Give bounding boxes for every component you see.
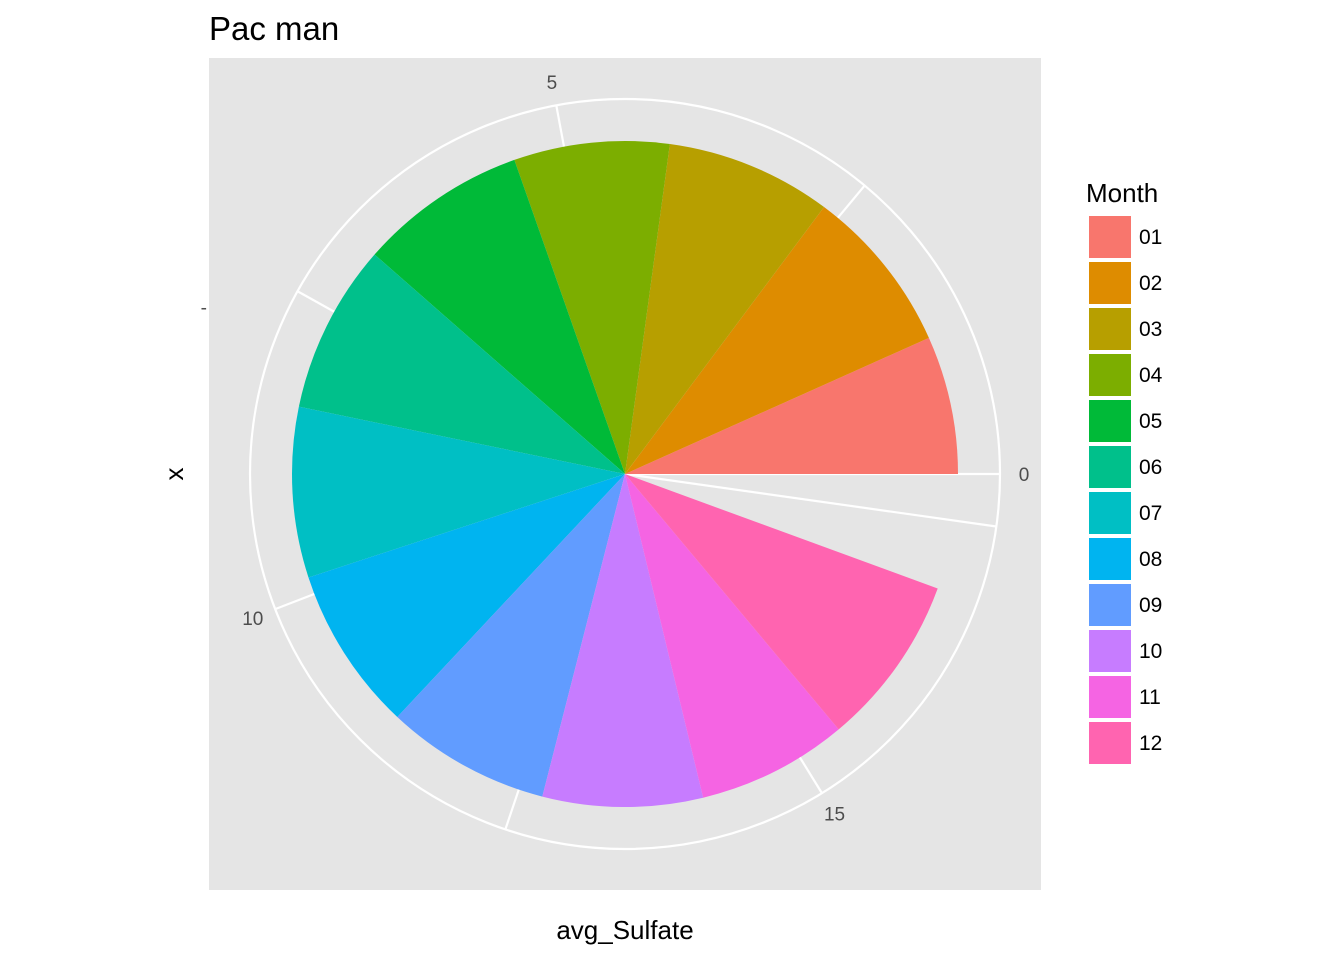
legend-label-02: 02 bbox=[1139, 272, 1162, 295]
legend-swatch-02 bbox=[1089, 262, 1131, 304]
legend-label-10: 10 bbox=[1139, 640, 1162, 663]
pie-slice-06 bbox=[298, 254, 625, 474]
theta-tick-label: 15 bbox=[824, 805, 845, 826]
legend-label-03: 03 bbox=[1139, 318, 1162, 341]
theta-ticks: 0 5 10 15 bbox=[242, 73, 1029, 826]
pie-slice-03 bbox=[625, 144, 825, 474]
legend-label-08: 08 bbox=[1139, 548, 1162, 571]
chart-title: Pac man bbox=[209, 10, 339, 47]
legend-swatch-06 bbox=[1089, 446, 1131, 488]
legend-label-09: 09 bbox=[1139, 594, 1162, 617]
pie-slices bbox=[292, 140, 959, 808]
pie-slice-07 bbox=[292, 406, 625, 578]
legend-title: Month bbox=[1086, 178, 1158, 208]
pie-slice-08 bbox=[308, 474, 625, 717]
legend-swatch-03 bbox=[1089, 308, 1131, 350]
theta-tick-label: 0 bbox=[1019, 465, 1030, 486]
pie-slice-09 bbox=[397, 474, 625, 797]
grid-radial-line bbox=[624, 472, 997, 528]
legend-label-04: 04 bbox=[1139, 364, 1163, 387]
pie-slice-10 bbox=[542, 474, 704, 808]
pie-slice-04 bbox=[514, 140, 670, 474]
legend-label-12: 12 bbox=[1139, 732, 1162, 755]
legend-swatch-12 bbox=[1089, 722, 1131, 764]
pie-slice-11 bbox=[625, 474, 839, 798]
legend-label-01: 01 bbox=[1139, 226, 1162, 249]
legend-label-07: 07 bbox=[1139, 502, 1162, 525]
legend-swatch-04 bbox=[1089, 354, 1131, 396]
pie-slice-05 bbox=[374, 159, 625, 475]
legend-swatch-10 bbox=[1089, 630, 1131, 672]
pie-slice-01 bbox=[625, 337, 959, 474]
legend-swatch-01 bbox=[1089, 216, 1131, 258]
legend: Month 01 02 03 04 05 06 07 08 09 10 11 12 bbox=[1086, 178, 1163, 764]
legend-swatch-08 bbox=[1089, 538, 1131, 580]
legend-swatch-09 bbox=[1089, 584, 1131, 626]
legend-label-05: 05 bbox=[1139, 410, 1162, 433]
legend-swatch-11 bbox=[1089, 676, 1131, 718]
legend-label-11: 11 bbox=[1139, 686, 1161, 709]
x-axis-title: avg_Sulfate bbox=[556, 915, 693, 945]
y-axis-title: x bbox=[159, 468, 189, 481]
theta-tick-label: 10 bbox=[242, 609, 263, 630]
legend-label-06: 06 bbox=[1139, 456, 1162, 479]
theta-tick-label: 5 bbox=[547, 73, 558, 94]
pie-slice-02 bbox=[625, 207, 929, 475]
legend-swatch-05 bbox=[1089, 400, 1131, 442]
legend-swatch-07 bbox=[1089, 492, 1131, 534]
y-tick-label: - bbox=[201, 298, 207, 319]
pie-slice-12 bbox=[625, 474, 938, 730]
